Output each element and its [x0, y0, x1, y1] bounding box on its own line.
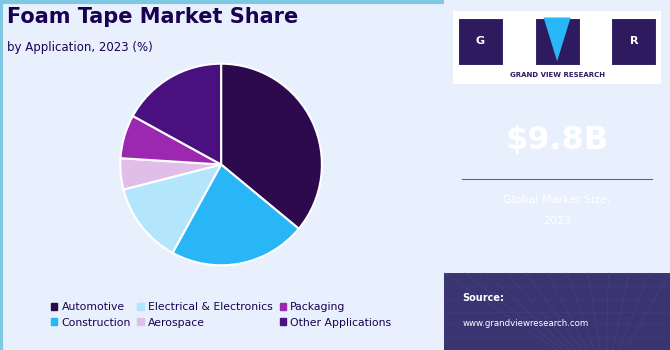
Text: GRAND VIEW RESEARCH: GRAND VIEW RESEARCH: [510, 72, 604, 78]
Bar: [453, 10, 661, 84]
Bar: [444, 273, 670, 350]
Wedge shape: [133, 64, 221, 164]
Text: 2023: 2023: [543, 216, 572, 225]
Text: Global Market Size,: Global Market Size,: [503, 195, 611, 204]
Text: G: G: [476, 36, 485, 46]
Wedge shape: [221, 64, 322, 229]
Wedge shape: [173, 164, 299, 265]
Wedge shape: [121, 158, 221, 190]
Text: Foam Tape Market Share: Foam Tape Market Share: [7, 7, 298, 27]
Text: Source:: Source:: [462, 293, 505, 303]
Text: by Application, 2023 (%): by Application, 2023 (%): [7, 41, 153, 54]
Text: $9.8B: $9.8B: [505, 125, 609, 155]
Bar: [458, 18, 503, 65]
Wedge shape: [123, 164, 221, 253]
Legend: Automotive, Construction, Electrical & Electronics, Aerospace, Packaging, Other : Automotive, Construction, Electrical & E…: [51, 302, 391, 328]
Polygon shape: [543, 18, 571, 61]
Bar: [535, 18, 580, 65]
Bar: [611, 18, 657, 65]
Text: R: R: [630, 36, 638, 46]
Wedge shape: [121, 116, 221, 164]
Text: www.grandviewresearch.com: www.grandviewresearch.com: [462, 318, 588, 328]
